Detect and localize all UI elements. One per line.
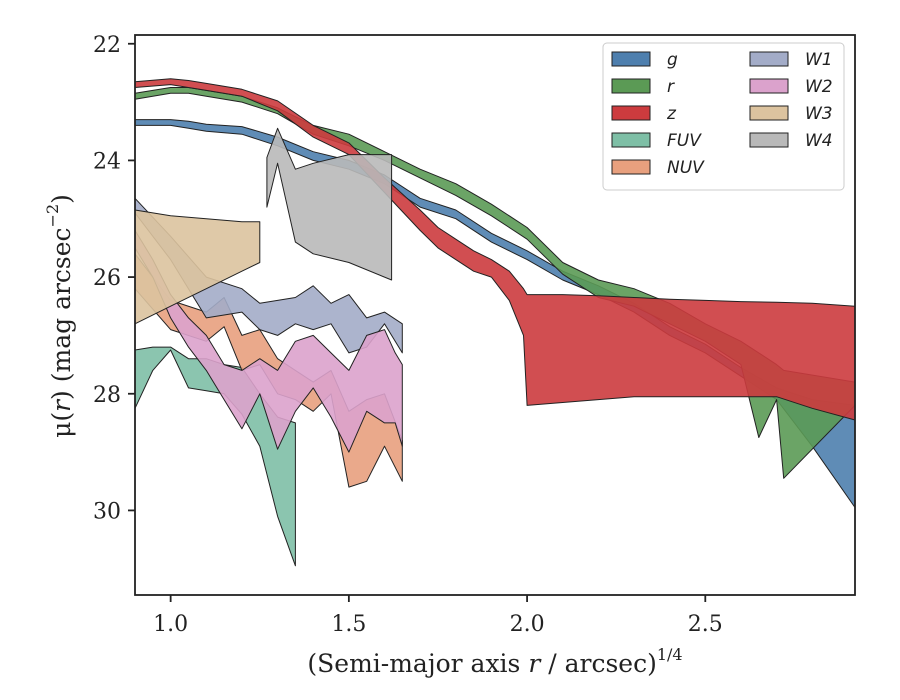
legend-label-w2: W2 xyxy=(805,77,833,97)
x-tick-label: 1.0 xyxy=(153,612,188,637)
band-w4 xyxy=(266,127,393,281)
legend-swatch-w4 xyxy=(749,132,789,148)
x-axis-title: (Semi-major axis r / arcsec)1/4 xyxy=(307,645,682,678)
legend-swatch-nuv xyxy=(611,159,651,175)
y-tick-label: 30 xyxy=(93,499,121,524)
band-w3 xyxy=(134,209,261,325)
legend-label-r: r xyxy=(667,77,675,97)
legend-label-nuv: NUV xyxy=(667,158,705,178)
legend-swatch-w1 xyxy=(749,51,789,67)
legend-swatch-w3 xyxy=(749,105,789,121)
y-axis: 22 24 26 28 30 xyxy=(93,33,135,524)
y-tick-label: 28 xyxy=(93,383,121,408)
legend-swatch-r xyxy=(611,78,651,94)
band-w2 xyxy=(134,229,403,453)
legend-swatch-fuv xyxy=(611,132,651,148)
y-tick-label: 24 xyxy=(93,149,121,174)
bands-layer xyxy=(134,78,856,567)
legend-label-w3: W3 xyxy=(805,104,833,124)
legend-label-z: z xyxy=(666,104,677,124)
x-tick-label: 2.5 xyxy=(688,612,723,637)
legend-label-g: g xyxy=(667,50,678,70)
legend-label-w4: W4 xyxy=(805,131,833,151)
legend-swatch-w2 xyxy=(749,78,789,94)
plot-frame xyxy=(134,34,856,596)
legend-swatch-z xyxy=(611,105,651,121)
y-tick-label: 26 xyxy=(93,266,121,291)
x-axis: 1.0 1.5 2.0 2.5 xyxy=(153,595,723,637)
y-axis-title: μ(r) (mag arcsec−2) xyxy=(43,194,76,438)
legend-swatch-g xyxy=(611,51,651,67)
legend-label-fuv: FUV xyxy=(667,131,702,151)
x-tick-label: 2.0 xyxy=(510,612,545,637)
y-tick-label: 22 xyxy=(93,33,121,58)
band-w1 xyxy=(134,197,403,354)
legend-label-w1: W1 xyxy=(805,50,833,70)
x-tick-label: 1.5 xyxy=(331,612,366,637)
legend: grz FUV NUV W1 W2 W3 W4 xyxy=(602,42,845,191)
